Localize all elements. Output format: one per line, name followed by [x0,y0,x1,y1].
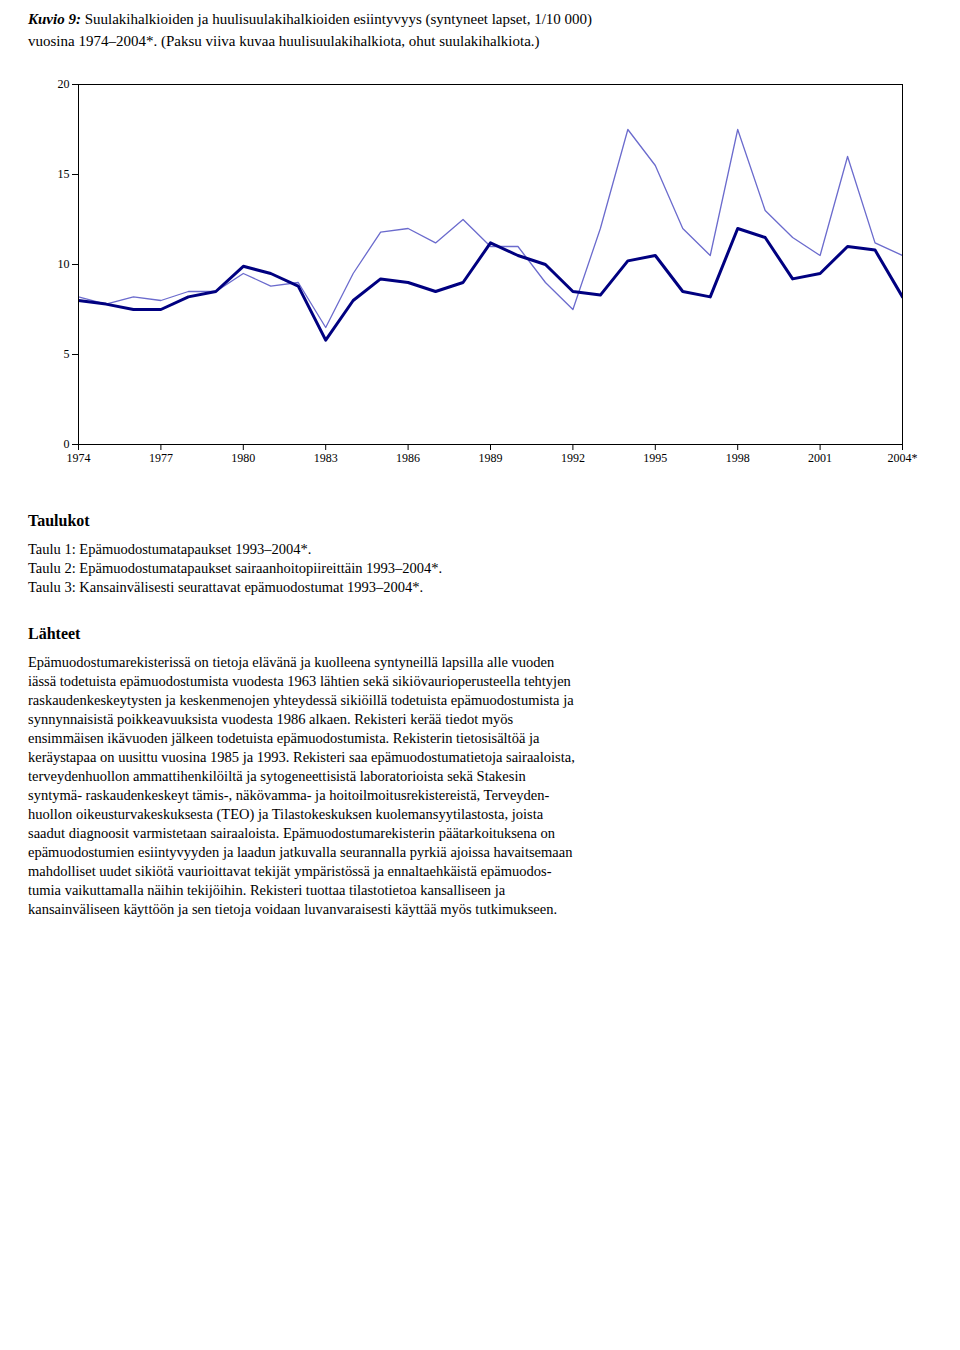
html-text:iässä todetuista epämuodostumi: iässä todetuista epämuodostumista vuodes… [28,673,571,689]
html-text:huollon oikeusturvakeskuksesta: huollon oikeusturvakeskuksesta (TEO) ja … [28,806,544,822]
svg-text:1992: 1992 [561,451,585,465]
svg-text:1983: 1983 [314,451,338,465]
html-text:Kuvio 9: Suulakihalkioiden ja: Kuvio 9: Suulakihalkioiden ja huulisuula… [28,11,593,27]
html-text:terveydenhuollon ammattihenkil: terveydenhuollon ammattihenkilöiltä ja s… [28,768,526,784]
svg-text:10: 10 [58,257,70,271]
html-text:synnynnaisistä poikkeavuuksist: synnynnaisistä poikkeavuuksista vuodesta… [28,711,514,727]
svg-text:1980: 1980 [231,451,255,465]
svg-text:20: 20 [58,77,70,91]
html-text:epämuodostumien esiintyvyyden: epämuodostumien esiintyvyyden ja laadun … [28,844,573,860]
svg-text:1977: 1977 [149,451,173,465]
html-text:ensimmäisen ikävuoden jälkeen: ensimmäisen ikävuoden jälkeen todetuista… [28,730,540,746]
html-text:mahdolliset uudet sikiötä vaur: mahdolliset uudet sikiötä vaurioittavat … [28,863,552,879]
svg-text:1998: 1998 [726,451,750,465]
svg-text:1986: 1986 [396,451,420,465]
svg-text:1989: 1989 [479,451,503,465]
html-text:Lähteet: Lähteet [28,625,81,642]
svg-text:0: 0 [64,437,70,451]
html-text:raskaudenkeskeytysten ja keske: raskaudenkeskeytysten ja keskenmenojen y… [28,692,574,708]
html-text:Taulu 2: Epämuodostumatapaukse: Taulu 2: Epämuodostumatapaukset sairaanh… [28,560,443,576]
svg-text:5: 5 [64,347,70,361]
svg-text:1995: 1995 [643,451,667,465]
svg-text:2004*: 2004* [888,451,918,465]
html-text:saadut diagnoosit varmistetaan: saadut diagnoosit varmistetaan sairaaloi… [28,825,556,841]
html-text:Epämuodostumarekisterissä on t: Epämuodostumarekisterissä on tietoja elä… [28,654,555,670]
svg-text:1974: 1974 [67,451,91,465]
html-text:keräystapaa on uusittu vuosina: keräystapaa on uusittu vuosina 1985 ja 1… [28,749,575,765]
html-text:syntymä- raskaudenkeskeyt tämi: syntymä- raskaudenkeskeyt tämis-, näköva… [28,787,550,803]
html-text:Taulu 3: Kansainvälisesti seur: Taulu 3: Kansainvälisesti seurattavat ep… [28,579,424,595]
html-text:kansainväliseen käyttöön ja se: kansainväliseen käyttöön ja sen tietoja … [28,901,558,917]
html-text:Taulukot: Taulukot [28,512,90,529]
svg-text:2001: 2001 [808,451,832,465]
html-text:Taulu 1: Epämuodostumatapaukse: Taulu 1: Epämuodostumatapaukset 1993–200… [28,541,312,557]
html-text:tumia vaikuttamalla näihin tek: tumia vaikuttamalla näihin tekijöihin. R… [28,882,506,898]
html-text:vuosina 1974–2004*. (Paksu vii: vuosina 1974–2004*. (Paksu viiva kuvaa h… [28,33,540,49]
svg-text:15: 15 [58,167,70,181]
